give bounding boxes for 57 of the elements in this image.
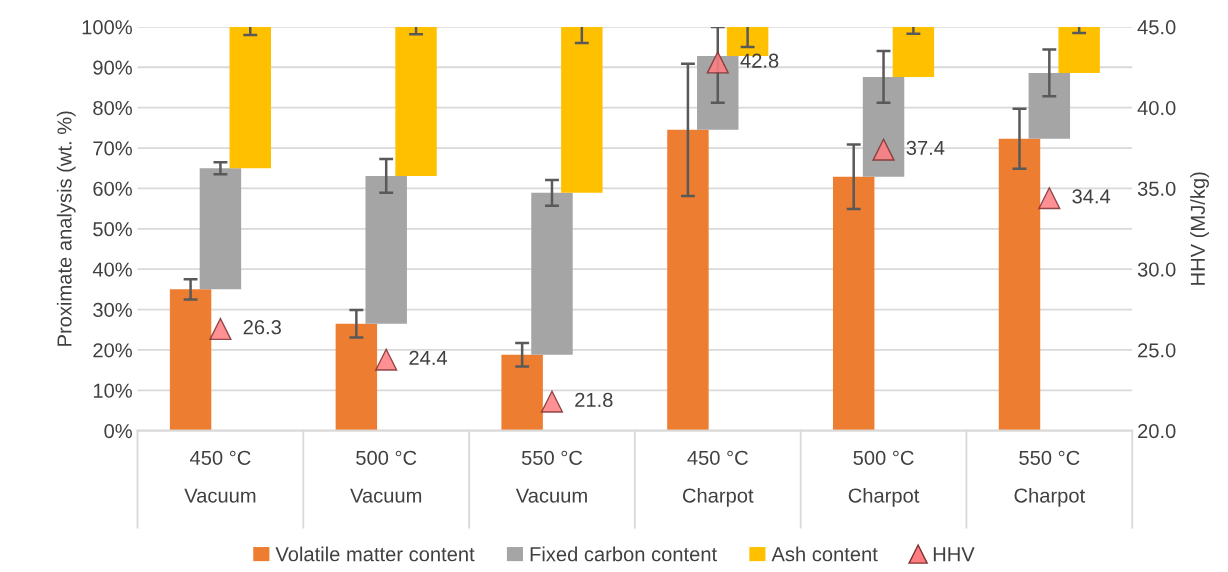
x-tick-label: 450 °C Vacuum bbox=[184, 450, 256, 503]
data-label: 24.4 bbox=[409, 350, 448, 365]
y-tick-label: 50% bbox=[93, 222, 132, 237]
y-tick-label: 30% bbox=[93, 302, 132, 318]
bar bbox=[667, 129, 709, 431]
point bbox=[1038, 186, 1061, 210]
point bbox=[540, 390, 564, 413]
bar bbox=[832, 176, 875, 431]
y2-tick-label: 35.0 bbox=[1137, 181, 1176, 196]
legend-label: HHV bbox=[933, 547, 975, 562]
y-tick-label: 90% bbox=[93, 60, 132, 75]
bar bbox=[1028, 72, 1071, 139]
y-tick-label: 10% bbox=[93, 383, 132, 398]
y2-tick-label: 20.0 bbox=[1138, 423, 1176, 439]
y-tick-label: 0% bbox=[104, 423, 132, 439]
point bbox=[706, 51, 729, 74]
y2-tick-label: 25.0 bbox=[1138, 343, 1176, 358]
bar bbox=[561, 26, 603, 193]
bar bbox=[531, 192, 573, 355]
point bbox=[872, 138, 895, 161]
y-tick-label: 100% bbox=[82, 20, 132, 35]
bar bbox=[501, 354, 543, 431]
bar bbox=[229, 26, 271, 169]
x-tick-label: 450 °C Charpot bbox=[682, 450, 754, 507]
data-label: 37.4 bbox=[906, 140, 945, 156]
bar bbox=[199, 168, 242, 290]
data-label: 34.4 bbox=[1072, 189, 1111, 204]
legend-label: Ash content bbox=[771, 546, 878, 562]
y-tick-label: 60% bbox=[93, 181, 132, 196]
y2-tick-label: 30.0 bbox=[1137, 262, 1176, 277]
data-label: 21.8 bbox=[575, 392, 613, 408]
bar bbox=[335, 323, 378, 431]
bar bbox=[169, 289, 212, 431]
y-tick-label: 80% bbox=[93, 100, 132, 116]
y-axis-title: Proximate analysis (wt. %) bbox=[56, 111, 76, 346]
bar bbox=[862, 76, 905, 177]
y-tick-label: 40% bbox=[92, 262, 132, 277]
y2-axis-title: HHV (MJ/kg) bbox=[1190, 172, 1209, 285]
y2-tick-label: 45.0 bbox=[1137, 20, 1176, 35]
x-tick-label: 550 °C Vacuum bbox=[515, 450, 587, 503]
bar bbox=[998, 138, 1041, 431]
y-tick-label: 70% bbox=[93, 141, 132, 156]
bar bbox=[395, 26, 437, 176]
bar bbox=[1058, 26, 1100, 73]
y2-tick-label: 40.0 bbox=[1137, 100, 1176, 116]
x-tick-label: 500 °C Charpot bbox=[848, 450, 920, 507]
bar bbox=[365, 175, 407, 324]
point bbox=[375, 348, 398, 371]
y-tick-label: 20% bbox=[93, 343, 132, 358]
data-label: 26.3 bbox=[243, 320, 281, 335]
bar bbox=[892, 26, 935, 77]
point bbox=[209, 317, 232, 341]
legend-label: Fixed carbon content bbox=[530, 546, 717, 562]
x-tick-label: 500 °C Vacuum bbox=[350, 450, 422, 503]
legend-label: Volatile matter content bbox=[275, 546, 475, 562]
x-tick-label: 550 °C Charpot bbox=[1014, 450, 1085, 507]
data-label: 42.8 bbox=[740, 53, 779, 68]
